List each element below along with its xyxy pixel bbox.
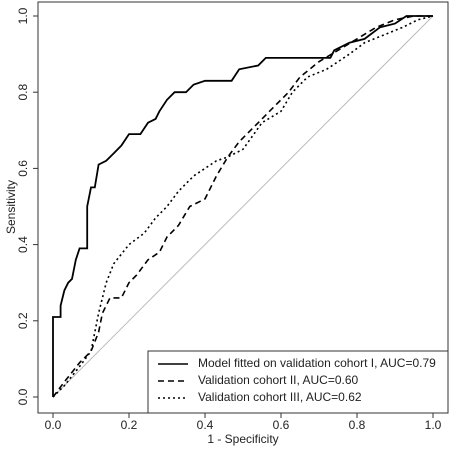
roc-curve [52, 15, 433, 398]
roc-curve [52, 15, 433, 397]
y-axis-label: Sensitivity [4, 180, 18, 234]
x-tick-label: 1.0 [425, 418, 442, 432]
x-axis-label: 1 - Specificity [207, 432, 278, 446]
y-tick-label: 0.0 [16, 388, 30, 405]
legend-label: Model fitted on validation cohort I, AUC… [198, 356, 436, 370]
y-tick-label: 0.4 [16, 236, 30, 253]
legend-label: Validation cohort III, AUC=0.62 [198, 390, 362, 404]
x-tick-label: 0.8 [349, 418, 366, 432]
legend-label: Validation cohort II, AUC=0.60 [198, 373, 359, 387]
x-tick-label: 0.2 [121, 418, 138, 432]
x-tick-label: 0.0 [45, 418, 62, 432]
roc-curve [52, 15, 434, 398]
legend-box [147, 350, 449, 414]
y-tick-label: 0.8 [16, 84, 30, 101]
reference-line [52, 15, 434, 398]
x-tick-label: 0.6 [273, 418, 290, 432]
y-tick-label: 0.6 [16, 160, 30, 177]
y-tick-label: 0.2 [16, 312, 30, 329]
y-tick-label: 1.0 [16, 7, 30, 24]
x-tick-label: 0.4 [197, 418, 214, 432]
